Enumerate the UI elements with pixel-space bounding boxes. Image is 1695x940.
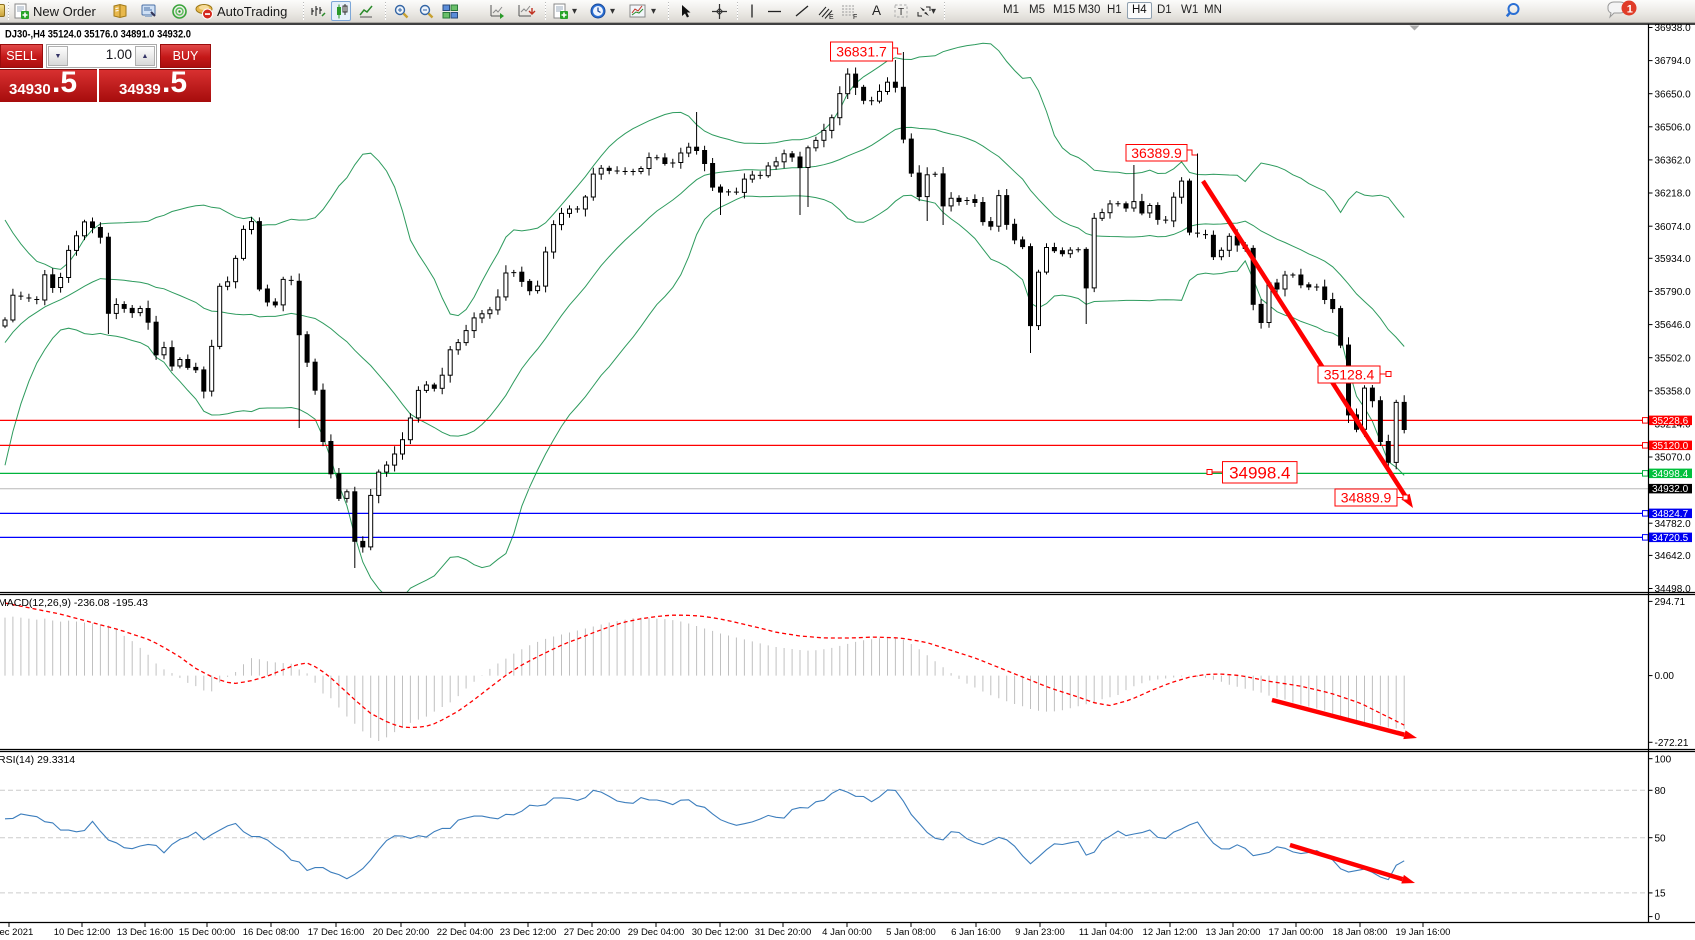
svg-text:RSI(14) 29.3314: RSI(14) 29.3314 [0,754,75,766]
svg-text:13 Dec 16:00: 13 Dec 16:00 [117,927,174,938]
svg-text:23 Dec 12:00: 23 Dec 12:00 [500,927,557,938]
svg-text:80: 80 [1655,786,1667,797]
svg-text:17 Jan 00:00: 17 Jan 00:00 [1269,927,1324,938]
svg-text:34498.0: 34498.0 [1655,584,1692,595]
svg-text:18 Jan 08:00: 18 Jan 08:00 [1333,927,1388,938]
svg-text:F: F [853,14,857,20]
svg-text:10 Dec 12:00: 10 Dec 12:00 [54,927,111,938]
svg-text:-272.21: -272.21 [1655,738,1689,749]
svg-text:36074.0: 36074.0 [1655,222,1692,233]
svg-text:36831.7: 36831.7 [836,44,887,60]
svg-text:16 Dec 08:00: 16 Dec 08:00 [243,927,300,938]
svg-text:35502.0: 35502.0 [1655,353,1692,364]
svg-text:50: 50 [1655,833,1667,844]
svg-text:36218.0: 36218.0 [1655,189,1692,200]
svg-text:17 Dec 16:00: 17 Dec 16:00 [308,927,365,938]
svg-text:5 Jan 08:00: 5 Jan 08:00 [886,927,936,938]
svg-text:36362.0: 36362.0 [1655,156,1692,167]
svg-text:4 Jan 00:00: 4 Jan 00:00 [822,927,872,938]
svg-text:34998.4: 34998.4 [1652,469,1689,480]
svg-text:13 Jan 20:00: 13 Jan 20:00 [1206,927,1261,938]
svg-text:20 Dec 20:00: 20 Dec 20:00 [373,927,430,938]
svg-text:100: 100 [1655,754,1672,765]
svg-text:0: 0 [1655,912,1661,923]
svg-text:36650.0: 36650.0 [1655,89,1692,100]
svg-text:11 Jan 04:00: 11 Jan 04:00 [1079,927,1133,938]
svg-text:34782.0: 34782.0 [1655,519,1692,530]
svg-text:36938.0: 36938.0 [1655,23,1692,34]
svg-text:0.00: 0.00 [1655,671,1675,682]
svg-text:6 Jan 16:00: 6 Jan 16:00 [951,927,1001,938]
svg-text:19 Jan 16:00: 19 Jan 16:00 [1396,927,1451,938]
svg-text:29 Dec 04:00: 29 Dec 04:00 [628,927,685,938]
svg-text:9 Jan 23:00: 9 Jan 23:00 [1015,927,1065,938]
svg-text:294.71: 294.71 [1655,597,1686,608]
svg-text:34998.4: 34998.4 [1229,463,1290,482]
svg-text:34720.5: 34720.5 [1652,533,1689,544]
svg-text:1: 1 [1627,3,1633,15]
svg-text:34932.0: 34932.0 [1652,484,1689,495]
svg-text:9 Dec 2021: 9 Dec 2021 [0,927,33,938]
svg-text:27 Dec 20:00: 27 Dec 20:00 [564,927,621,938]
svg-text:T: T [898,7,904,18]
svg-text:35358.0: 35358.0 [1655,386,1692,397]
svg-text:35934.0: 35934.0 [1655,254,1692,265]
svg-text:15 Dec 00:00: 15 Dec 00:00 [179,927,236,938]
svg-text:DJ30-,H4 35124.0 35176.0 3489: DJ30-,H4 35124.0 35176.0 34891.0 34932.0 [5,29,191,41]
svg-text:35228.6: 35228.6 [1652,416,1689,427]
svg-text:35128.4: 35128.4 [1324,367,1375,383]
svg-text:MACD(12,26,9) -236.08 -195.43: MACD(12,26,9) -236.08 -195.43 [0,597,148,609]
svg-text:36794.0: 36794.0 [1655,56,1692,67]
svg-text:35646.0: 35646.0 [1655,320,1692,331]
svg-text:E: E [829,14,834,20]
svg-text:30 Dec 12:00: 30 Dec 12:00 [692,927,749,938]
svg-text:34824.7: 34824.7 [1652,509,1689,520]
svg-text:35120.0: 35120.0 [1652,441,1689,452]
svg-text:15: 15 [1655,889,1667,900]
svg-text:22 Dec 04:00: 22 Dec 04:00 [437,927,494,938]
svg-text:35070.0: 35070.0 [1655,453,1692,464]
svg-text:12 Jan 12:00: 12 Jan 12:00 [1143,927,1198,938]
svg-text:36389.9: 36389.9 [1131,145,1182,161]
svg-text:35790.0: 35790.0 [1655,287,1692,298]
svg-text:31 Dec 20:00: 31 Dec 20:00 [755,927,812,938]
svg-text:34889.9: 34889.9 [1341,490,1392,506]
svg-text:36506.0: 36506.0 [1655,122,1692,133]
svg-text:34642.0: 34642.0 [1655,551,1692,562]
